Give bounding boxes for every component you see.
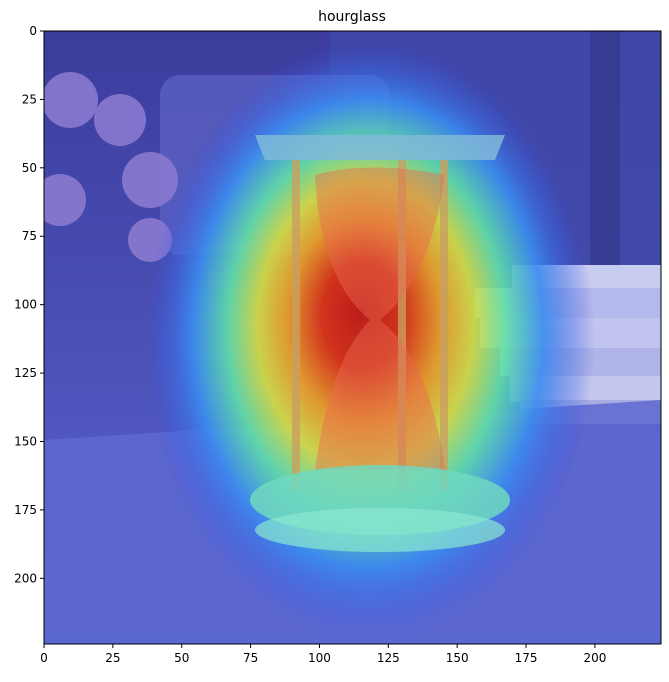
curtain-fold [590,31,620,271]
y-tick-label: 50 [22,161,37,175]
x-tick-label: 150 [446,651,469,665]
chart-title: hourglass [318,9,386,25]
y-tick-label: 100 [14,298,37,312]
hourglass [250,135,510,552]
x-tick-label: 25 [105,651,120,665]
image-plot-area [44,31,661,644]
y-tick-label: 0 [29,24,37,38]
x-tick-label: 200 [583,651,606,665]
y-tick-label: 200 [14,571,37,585]
x-axis: 0 25 50 75 100 125 150 175 200 [40,644,606,665]
x-tick-label: 175 [515,651,538,665]
x-tick-label: 0 [40,651,48,665]
x-tick-label: 75 [243,651,258,665]
y-tick-label: 175 [14,503,37,517]
y-axis: 0 25 50 75 100 125 150 175 200 [14,24,44,585]
axes-frame [43,30,662,645]
x-tick-label: 100 [308,651,331,665]
y-tick-label: 125 [14,366,37,380]
y-tick-label: 150 [14,434,37,448]
y-tick-label: 75 [22,229,37,243]
x-tick-label: 125 [377,651,400,665]
x-tick-label: 50 [174,651,189,665]
y-tick-label: 25 [22,92,37,106]
